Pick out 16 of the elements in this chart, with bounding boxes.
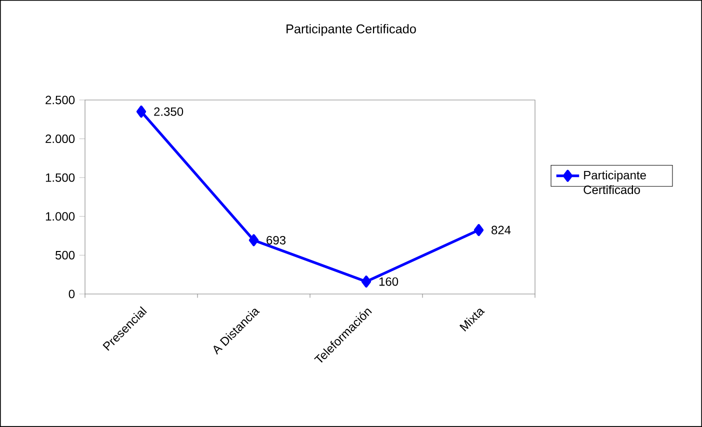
y-tick-label: 1.000: [46, 212, 75, 221]
data-label: 160: [379, 277, 398, 286]
legend-label: Participante Certificado: [584, 170, 646, 194]
point: [136, 106, 146, 118]
y-tick-label: 2.000: [46, 134, 75, 144]
y-tick-label: 2.500: [46, 96, 75, 104]
y-tick-label: 1.500: [46, 173, 75, 182]
data-label: 824: [492, 226, 511, 234]
point: [248, 234, 259, 246]
chart-title: Participante Certificado: [286, 24, 416, 36]
data-label: 693: [266, 236, 286, 244]
point: [474, 224, 484, 236]
y-tick-label: 500: [56, 250, 75, 260]
y-tick-label: 0: [68, 290, 75, 298]
data-label: 2.350: [154, 107, 184, 116]
point: [361, 276, 372, 288]
